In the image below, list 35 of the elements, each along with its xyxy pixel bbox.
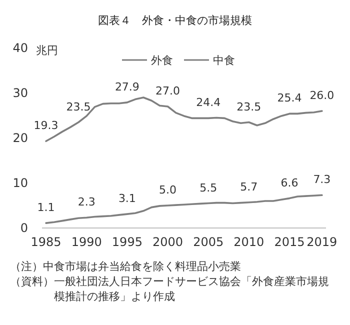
data-label: 1.1 bbox=[37, 201, 55, 214]
y-tick-label: 0 bbox=[20, 221, 28, 235]
x-tick-label: 2015 bbox=[274, 235, 305, 249]
chart-title: 図表４ 外食・中食の市場規模 bbox=[98, 14, 252, 27]
data-label: 5.0 bbox=[159, 184, 177, 196]
data-label: 2.3 bbox=[78, 196, 96, 209]
x-tick-label: 1985 bbox=[30, 235, 62, 249]
y-tick-label: 10 bbox=[12, 176, 28, 190]
y-tick-label: 20 bbox=[12, 131, 28, 145]
data-label: 5.5 bbox=[200, 181, 218, 194]
data-label: 7.3 bbox=[313, 173, 331, 186]
data-label: 24.4 bbox=[196, 96, 221, 110]
data-label: 23.5 bbox=[236, 100, 262, 114]
data-label: 19.3 bbox=[34, 119, 58, 132]
text: （資料）一般社団法人日本フードサービス協会「外食産業市場規模推計の推移」より作成 bbox=[10, 275, 329, 303]
x-tick-label: 2019 bbox=[306, 235, 338, 249]
x-tick-label: 2010 bbox=[234, 235, 264, 249]
data-label: 27.9 bbox=[114, 80, 140, 94]
data-label: 6.6 bbox=[280, 176, 298, 190]
x-tick-label: 1995 bbox=[112, 235, 142, 249]
x-tick-label: 2005 bbox=[193, 235, 224, 249]
legend-label: 中食 bbox=[213, 54, 235, 67]
data-label: 5.7 bbox=[240, 180, 258, 194]
text: （注）中食市場は弁当給食を除く料理品小売業 bbox=[10, 260, 241, 273]
y-tick-label: 40 bbox=[12, 41, 28, 55]
data-label: 26.0 bbox=[310, 89, 334, 102]
data-label: 23.5 bbox=[66, 100, 91, 114]
x-tick-label: 2000 bbox=[152, 235, 184, 249]
y-axis-title: 兆円 bbox=[36, 44, 58, 57]
y-tick-label: 30 bbox=[12, 86, 28, 100]
data-label: 27.0 bbox=[156, 84, 180, 98]
legend-label: 外食 bbox=[151, 54, 173, 67]
data-label: 25.4 bbox=[277, 92, 302, 105]
data-label: 3.1 bbox=[118, 192, 136, 206]
x-tick-label: 1990 bbox=[71, 235, 102, 249]
